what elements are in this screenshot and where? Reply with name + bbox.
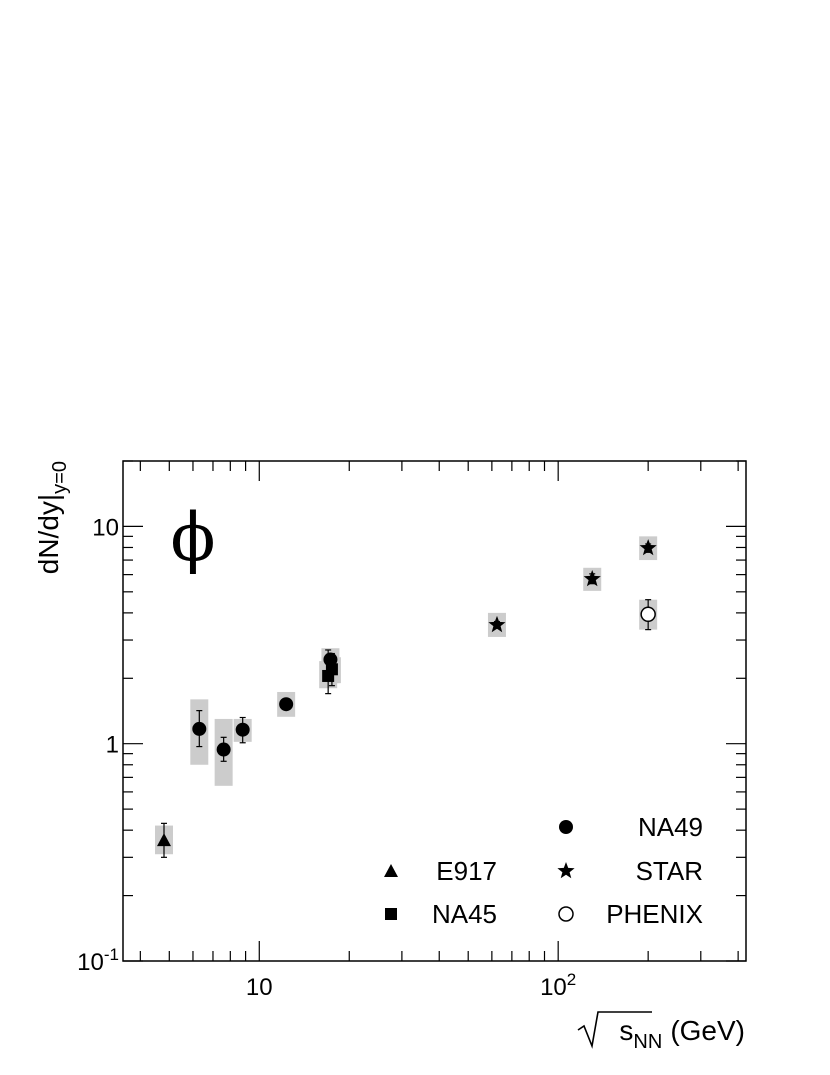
statistical-error-bars — [161, 543, 652, 858]
y-tick-label-base: 10 — [77, 949, 104, 976]
y-tick-label: 1 — [106, 732, 119, 759]
x-axis-title-main: sNN (GeV) — [619, 1015, 745, 1053]
legend-marker-e917 — [384, 864, 398, 877]
legend-marker-na49 — [559, 820, 573, 834]
na49-point — [192, 721, 207, 736]
legend-entry-phenix: PHENIX — [558, 899, 703, 929]
y-axis-title-text: dN/dy| — [33, 494, 64, 574]
y-axis-title: dN/dy|y=0 — [33, 461, 71, 574]
x-axis-title-unit: (GeV) — [670, 1015, 745, 1046]
x-axis-title-subscript: NN — [633, 1031, 662, 1053]
y-tick-label: 10-1 — [77, 945, 119, 976]
star-point — [583, 570, 601, 587]
y-tick-label-base: 10 — [92, 514, 119, 541]
x-axis-title-variable: s — [619, 1015, 633, 1046]
legend-entry-star: STAR — [557, 856, 703, 886]
na45-point — [325, 663, 338, 676]
particle-label: ϕ — [171, 499, 216, 576]
x-tick-label: 10 — [246, 974, 273, 1001]
star-point — [639, 539, 657, 556]
x-tick-label-base: 10 — [540, 974, 567, 1001]
systematic-error-boxes — [155, 536, 658, 855]
y-axis-title-subscript: y=0 — [49, 461, 71, 494]
y-tick-label-exponent: -1 — [104, 945, 119, 964]
sqrt-symbol — [577, 1011, 652, 1049]
legend-label-na45: NA45 — [432, 899, 497, 929]
y-tick-label-base: 1 — [106, 732, 119, 759]
legend-entry-na45: NA45 — [385, 899, 497, 929]
x-tick-label-base: 10 — [246, 974, 273, 1001]
x-axis-title: sNN (GeV) — [577, 1011, 745, 1053]
na49-point — [323, 652, 338, 667]
na49-point — [235, 722, 250, 737]
legend-entry-na49: NA49 — [559, 812, 703, 842]
x-tick-label-exponent: 2 — [567, 970, 576, 989]
legend-label-star: STAR — [636, 856, 703, 886]
data-markers — [157, 539, 657, 847]
legend-marker-phenix — [558, 906, 574, 922]
legend: NA49 E917 NA45 STAR PHENIX — [384, 812, 703, 929]
plot-frame — [122, 460, 747, 962]
x-tick-label: 102 — [540, 970, 576, 1001]
legend-label-e917: E917 — [436, 856, 497, 886]
phenix-point — [640, 606, 656, 623]
star-point — [488, 615, 506, 633]
legend-marker-na45 — [385, 908, 397, 920]
axis-ticks — [123, 460, 746, 962]
legend-marker-star — [557, 862, 575, 879]
y-tick-label: 10 — [92, 514, 119, 541]
na49-point — [279, 697, 294, 712]
legend-label-phenix: PHENIX — [606, 899, 703, 929]
legend-entry-e917: E917 — [384, 856, 497, 886]
y-axis-title-main: dN/dy|y=0 — [33, 461, 71, 574]
na49-point — [216, 742, 231, 757]
legend-label-na49: NA49 — [638, 812, 703, 842]
e917-point — [157, 833, 172, 847]
